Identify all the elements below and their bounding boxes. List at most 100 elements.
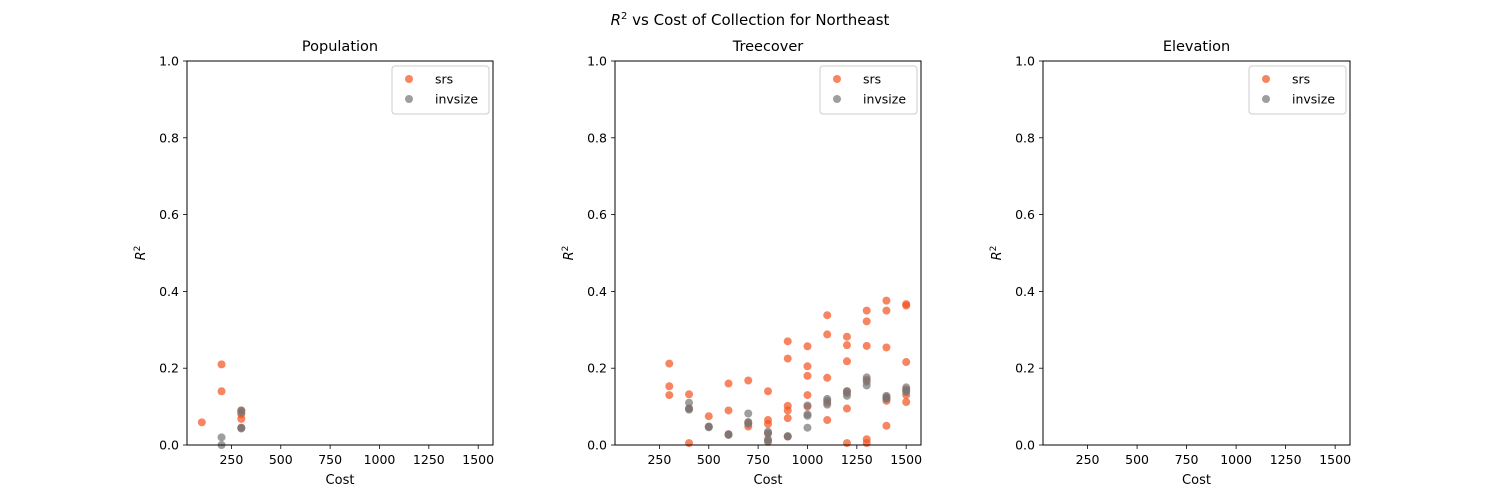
y-tick-label: 0.4	[159, 284, 179, 299]
y-axis-label: R2	[989, 246, 1005, 261]
data-point-srs	[665, 391, 674, 400]
data-point-srs	[882, 421, 891, 430]
data-point-invsize	[882, 394, 891, 403]
data-point-srs	[882, 343, 891, 352]
x-tick-label: 750	[1175, 452, 1199, 467]
data-point-srs	[882, 306, 891, 315]
panel-title: Population	[302, 39, 378, 55]
y-tick-label: 0.4	[587, 284, 607, 299]
data-point-invsize	[783, 432, 792, 441]
y-axis-label-sup: 2	[133, 246, 143, 252]
data-point-invsize	[842, 391, 851, 400]
data-point-invsize	[803, 423, 812, 432]
legend-label-invsize: invsize	[1292, 92, 1335, 107]
y-axis-label-sup: 2	[989, 246, 999, 252]
legend-box	[391, 65, 490, 115]
data-point-srs	[842, 332, 851, 341]
data-point-srs	[803, 342, 812, 351]
legend: srs invsize	[819, 65, 918, 115]
data-point-srs	[862, 341, 871, 350]
data-point-invsize	[803, 411, 812, 420]
data-point-srs	[842, 357, 851, 366]
y-tick-label: 0.2	[1015, 361, 1035, 376]
y-axis-label: R2	[561, 246, 577, 261]
y-axis-label-r: R	[134, 251, 149, 260]
figure-title-sup: 2	[621, 11, 627, 22]
legend-marker-invsize	[405, 95, 413, 103]
x-tick-label: 250	[647, 452, 671, 467]
panel-title: Treecover	[732, 39, 804, 55]
x-tick-label: 1000	[792, 452, 824, 467]
x-tick-label: 1500	[462, 452, 494, 467]
x-tick-label: 1500	[1319, 452, 1351, 467]
x-tick-label: 1000	[1220, 452, 1252, 467]
y-axis-label-r: R	[990, 251, 1005, 260]
data-point-srs	[685, 390, 694, 399]
figure-title-r: R	[611, 11, 621, 29]
x-tick-label: 1250	[841, 452, 873, 467]
legend: srs invsize	[391, 65, 490, 115]
x-tick-label: 250	[219, 452, 243, 467]
data-point-srs	[842, 341, 851, 350]
data-point-invsize	[764, 429, 772, 438]
series-invsize	[685, 373, 911, 446]
data-point-srs	[744, 376, 753, 385]
data-point-srs	[902, 301, 911, 310]
y-tick-label: 0.6	[159, 207, 179, 222]
x-tick-label: 1000	[364, 452, 396, 467]
data-point-srs	[823, 373, 832, 382]
x-tick-label: 1500	[890, 452, 922, 467]
data-point-srs	[704, 412, 713, 421]
data-point-srs	[862, 317, 871, 326]
y-tick-label: 0.0	[159, 438, 179, 453]
data-point-invsize	[764, 437, 772, 446]
data-point-invsize	[744, 419, 753, 428]
legend-label-srs: srs	[1292, 72, 1310, 87]
data-point-invsize	[685, 398, 694, 407]
legend-marker-srs	[405, 75, 413, 83]
data-point-invsize	[744, 409, 753, 418]
data-point-srs	[665, 359, 674, 368]
x-tick-label: 500	[1125, 452, 1149, 467]
data-point-srs	[724, 406, 733, 415]
legend-marker-invsize	[1262, 95, 1270, 103]
data-point-srs	[237, 414, 246, 423]
y-tick-label: 0.6	[587, 207, 607, 222]
legend: srs invsize	[1248, 65, 1347, 115]
axes-frame	[1042, 60, 1351, 446]
data-point-srs	[783, 354, 792, 363]
legend-box	[819, 65, 918, 115]
x-tick-label: 1250	[1270, 452, 1302, 467]
figure-title-rest: vs Cost of Collection for Northeast	[627, 11, 889, 29]
data-point-invsize	[685, 405, 694, 414]
data-point-srs	[803, 362, 812, 371]
y-axis-label: R2	[133, 246, 149, 261]
x-axis-label: Cost	[1182, 473, 1211, 488]
y-tick-label: 0.6	[1015, 207, 1035, 222]
data-point-srs	[783, 337, 792, 346]
panel-elevation: Elevation 250 500 750 1000 1250 1500 0.0 0.2 0.4 0…	[989, 39, 1351, 488]
y-axis-label-r: R	[562, 251, 577, 260]
data-point-invsize	[902, 388, 911, 397]
data-point-srs	[764, 419, 772, 428]
legend-marker-invsize	[833, 95, 841, 103]
data-point-srs	[197, 418, 206, 427]
data-point-srs	[842, 404, 851, 413]
y-tick-label: 0.8	[1015, 130, 1035, 145]
data-point-srs	[823, 311, 832, 320]
y-tick-label: 1.0	[1015, 54, 1035, 69]
data-point-srs	[803, 391, 812, 400]
legend-box	[1248, 65, 1347, 115]
legend-marker-srs	[833, 75, 841, 83]
y-tick-label: 0.0	[1015, 438, 1035, 453]
data-point-srs	[724, 379, 733, 388]
series-srs	[665, 296, 911, 448]
data-point-srs	[803, 371, 812, 380]
panel-treecover: Treecover 250 500 750 1000 1250 1500 0.0 0.2 0.4 0…	[561, 39, 922, 488]
data-point-invsize	[237, 424, 246, 433]
y-tick-label: 0.2	[587, 361, 607, 376]
x-tick-label: 1250	[413, 452, 445, 467]
x-axis-label: Cost	[326, 473, 355, 488]
legend-label-invsize: invsize	[863, 92, 906, 107]
x-axis-label: Cost	[754, 473, 783, 488]
